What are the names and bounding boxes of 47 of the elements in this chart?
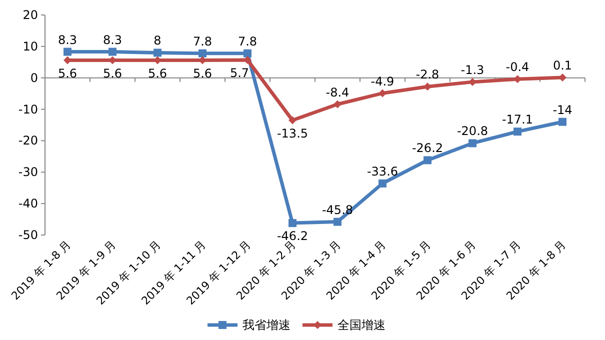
y-tick-label: -30	[18, 165, 38, 180]
point	[288, 219, 296, 228]
y-tick-label: -10	[18, 102, 38, 116]
point	[288, 116, 296, 124]
data-label: -14	[552, 102, 572, 117]
y-tick-label: 10	[22, 39, 38, 54]
legend-label: 我省增速	[242, 318, 290, 332]
data-label: -17.1	[502, 112, 534, 127]
point	[468, 139, 476, 148]
data-label: 5.6	[192, 66, 212, 80]
point	[108, 48, 116, 56]
data-label: 5.6	[58, 66, 78, 80]
y-tick-label: -20	[18, 134, 38, 148]
y-tick-label: 20	[22, 8, 38, 22]
data-label: 5.6	[148, 66, 168, 80]
y-tick-label: -50	[18, 228, 38, 242]
data-label: -13.5	[276, 126, 308, 140]
legend-label: 全国增速	[338, 318, 386, 332]
point	[378, 89, 386, 98]
data-label: -2.8	[416, 68, 440, 82]
data-label: 8.3	[102, 32, 122, 47]
point	[334, 100, 342, 108]
point	[198, 49, 206, 58]
data-label: -26.2	[412, 141, 444, 156]
data-label: 5.6	[102, 66, 122, 80]
data-label: 8	[154, 34, 162, 48]
data-label: -0.4	[506, 60, 530, 74]
data-label: 7.8	[238, 34, 258, 48]
y-tick-label: -40	[18, 196, 38, 211]
point	[558, 118, 566, 126]
data-label: -4.9	[370, 74, 394, 88]
data-label: 8.3	[58, 32, 78, 47]
point	[378, 179, 386, 188]
point	[64, 48, 72, 56]
data-label: -33.6	[366, 164, 398, 178]
data-label: -8.4	[326, 85, 350, 100]
data-label: 0.1	[552, 58, 572, 73]
point	[424, 156, 432, 164]
data-label: 5.7	[230, 66, 250, 80]
data-label: -20.8	[456, 124, 488, 138]
point	[244, 49, 252, 58]
point	[154, 48, 162, 57]
point	[334, 218, 342, 226]
data-label: 7.8	[192, 34, 212, 48]
point	[514, 128, 522, 136]
y-tick-label: 0	[30, 70, 38, 85]
data-label: -1.3	[460, 62, 484, 77]
